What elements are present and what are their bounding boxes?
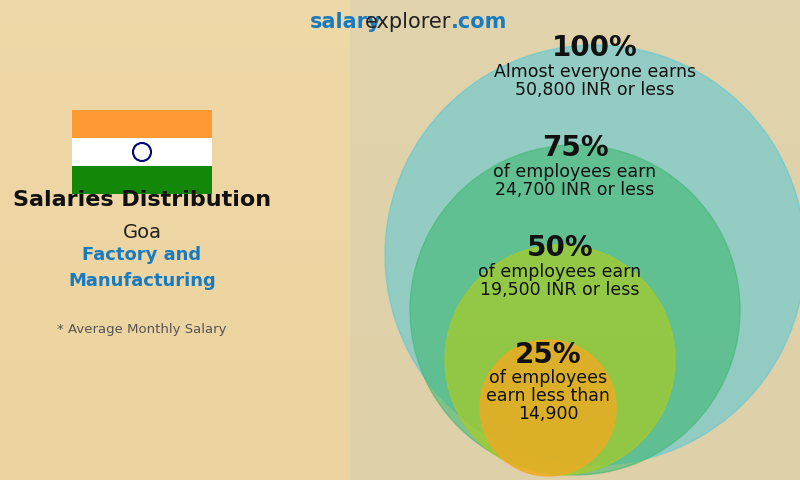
Bar [0, 192, 800, 216]
Text: Factory and
Manufacturing: Factory and Manufacturing [68, 247, 216, 289]
Bar [0, 216, 800, 240]
Bar [72, 166, 212, 194]
Text: 50,800 INR or less: 50,800 INR or less [515, 81, 674, 99]
Bar [0, 72, 800, 96]
Text: .com: .com [451, 12, 507, 32]
Bar [0, 408, 800, 432]
Text: earn less than: earn less than [486, 387, 610, 405]
Text: salary: salary [310, 12, 382, 32]
Bar [0, 24, 800, 48]
Circle shape [445, 245, 675, 475]
Text: 19,500 INR or less: 19,500 INR or less [480, 281, 640, 299]
Text: explorer: explorer [365, 12, 451, 32]
Bar [0, 456, 800, 480]
Text: 75%: 75% [542, 134, 608, 162]
Bar [0, 240, 800, 264]
Bar [0, 168, 800, 192]
Bar [0, 144, 800, 168]
Bar [0, 120, 800, 144]
Text: Salaries Distribution: Salaries Distribution [13, 190, 271, 210]
Bar [0, 384, 800, 408]
Text: Goa: Goa [122, 223, 162, 241]
Text: 24,700 INR or less: 24,700 INR or less [495, 181, 654, 199]
Bar [0, 264, 800, 288]
Text: of employees: of employees [489, 369, 607, 387]
Bar [0, 360, 800, 384]
Text: 25%: 25% [514, 341, 582, 369]
Bar [350, 0, 800, 480]
Bar [0, 312, 800, 336]
Bar [0, 432, 800, 456]
Text: * Average Monthly Salary: * Average Monthly Salary [58, 324, 226, 336]
Text: Almost everyone earns: Almost everyone earns [494, 63, 696, 81]
Bar [72, 138, 212, 166]
Text: 50%: 50% [526, 234, 594, 262]
Text: 14,900: 14,900 [518, 405, 578, 423]
Text: of employees earn: of employees earn [478, 263, 642, 281]
Circle shape [410, 145, 740, 475]
Bar [0, 0, 800, 24]
Text: of employees earn: of employees earn [494, 163, 657, 181]
Circle shape [385, 45, 800, 465]
Text: 100%: 100% [552, 34, 638, 62]
Bar [0, 288, 800, 312]
Bar [72, 110, 212, 138]
Bar [0, 96, 800, 120]
Bar [0, 336, 800, 360]
Bar [0, 48, 800, 72]
Circle shape [480, 340, 616, 476]
